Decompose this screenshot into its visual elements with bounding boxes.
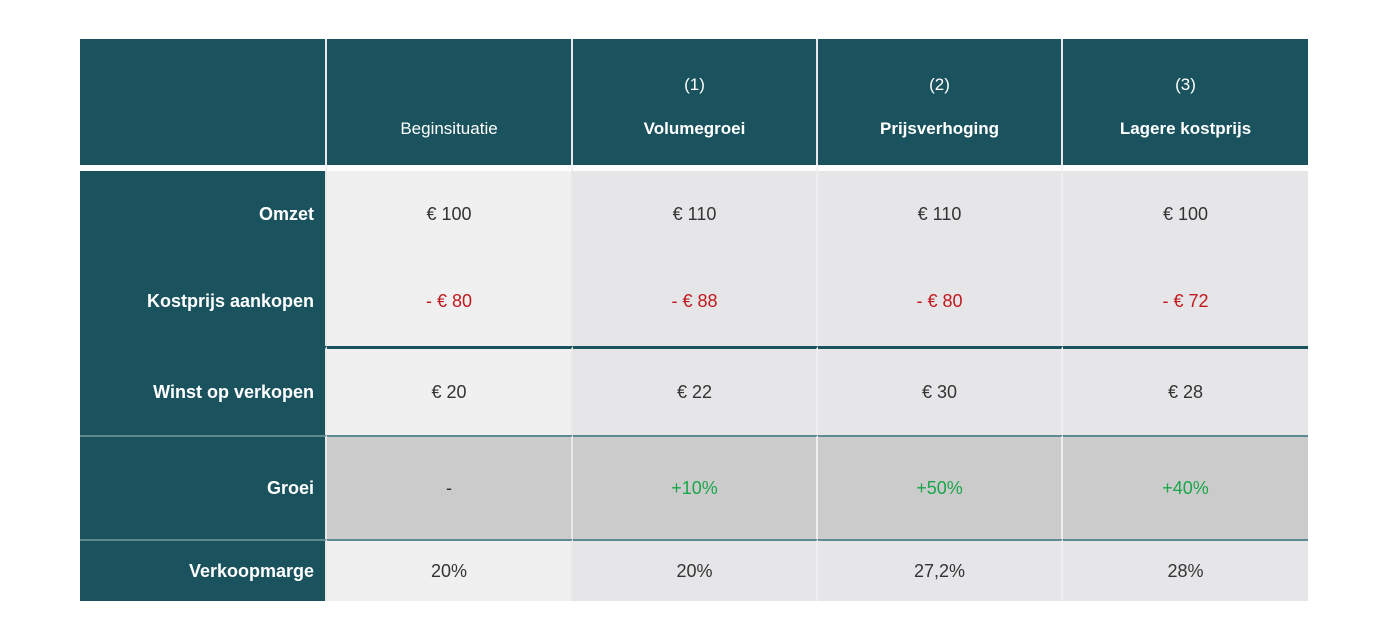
table-corner	[80, 39, 327, 165]
col-title: Lagere kostprijs	[1119, 119, 1252, 138]
row-label-verkoopmarge: Verkoopmarge	[80, 539, 327, 601]
table-cell: - € 72	[1063, 257, 1308, 346]
table-cell: € 22	[573, 346, 818, 435]
col-header-volumegroei: (1) Volumegroei	[573, 39, 818, 165]
table-cell: - € 88	[573, 257, 818, 346]
table-cell: € 28	[1063, 346, 1308, 435]
comparison-table: Beginsituatie (1) Volumegroei (2) Prijsv…	[80, 39, 1308, 606]
col-number: (3)	[1175, 75, 1196, 94]
table-cell: +50%	[818, 435, 1063, 539]
table-cell: € 110	[818, 165, 1063, 257]
col-title: Beginsituatie	[400, 119, 498, 138]
table-cell: +40%	[1063, 435, 1308, 539]
table-cell: € 100	[1063, 165, 1308, 257]
col-title: Prijsverhoging	[879, 119, 1000, 138]
table-cell: € 110	[573, 165, 818, 257]
table-cell: € 30	[818, 346, 1063, 435]
col-header-beginsituatie: Beginsituatie	[327, 39, 573, 165]
row-label-winst-op-verkopen: Winst op verkopen	[80, 346, 327, 435]
table-cell: € 20	[327, 346, 573, 435]
table-cell: -	[327, 435, 573, 539]
row-label-omzet: Omzet	[80, 165, 327, 257]
table-cell: € 100	[327, 165, 573, 257]
table-cell: 27,2%	[818, 539, 1063, 601]
table-cell: 20%	[573, 539, 818, 601]
table-cell: - € 80	[327, 257, 573, 346]
table-cell: 28%	[1063, 539, 1308, 601]
col-header-lagere-kostprijs: (3) Lagere kostprijs	[1063, 39, 1308, 165]
table-cell: +10%	[573, 435, 818, 539]
table-cell: - € 80	[818, 257, 1063, 346]
table-cell: 20%	[327, 539, 573, 601]
row-label-kostprijs-aankopen: Kostprijs aankopen	[80, 257, 327, 346]
col-title: Volumegroei	[643, 119, 746, 138]
col-number: (1)	[684, 75, 705, 94]
col-header-prijsverhoging: (2) Prijsverhoging	[818, 39, 1063, 165]
row-label-groei: Groei	[80, 435, 327, 539]
col-number: (2)	[929, 75, 950, 94]
